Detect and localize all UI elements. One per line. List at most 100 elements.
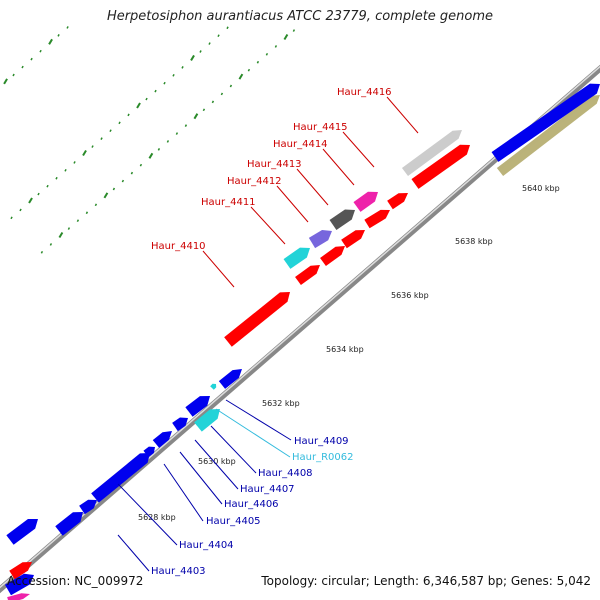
- gene-arrow: [224, 292, 290, 347]
- gene-feature: [5, 573, 34, 596]
- gene-feature: [496, 95, 600, 176]
- map-title: Herpetosiphon aurantiacus ATCC 23779, co…: [106, 9, 494, 24]
- minor-tick: [292, 29, 296, 32]
- gene-label: Haur_4413: [247, 159, 302, 170]
- gene-labels: Haur_4416 Haur_4415 Haur_4414 Haur_4413 Haur…: [117, 87, 419, 577]
- label-leader-line: [386, 96, 419, 134]
- gene-label: Haur_4408: [258, 468, 313, 479]
- scale-tick-label: 5640 kbp: [522, 184, 560, 193]
- gene-arrow: [194, 409, 220, 432]
- gene-label: Haur_4410: [151, 241, 206, 252]
- minor-tick: [37, 192, 40, 196]
- minor-tick: [40, 251, 44, 254]
- gene-feature: [387, 193, 408, 210]
- major-tick: [48, 38, 53, 45]
- gene-arrow: [6, 519, 39, 545]
- gene-feature: [172, 417, 188, 432]
- gene-arrow-shade: [6, 519, 31, 539]
- gene-feature: [364, 209, 390, 229]
- gene-feature: [353, 191, 378, 212]
- gene-feature: [218, 369, 242, 389]
- minor-tick: [172, 73, 175, 77]
- major-tick: [238, 73, 244, 80]
- gene-arrow: [91, 453, 150, 503]
- minor-tick: [91, 145, 94, 148]
- label-leader-line: [342, 131, 375, 168]
- gene-feature: [402, 130, 462, 176]
- gene-arrow-shade: [411, 144, 463, 183]
- minor-tick: [256, 60, 260, 64]
- label-leader-line: [179, 451, 223, 505]
- minor-tick: [109, 129, 112, 133]
- gene-arrow: [491, 83, 600, 162]
- major-tick: [58, 231, 64, 239]
- major-tick: [82, 149, 87, 156]
- minor-tick: [226, 26, 229, 30]
- gene-arrow: [329, 209, 355, 230]
- minor-tick: [57, 34, 60, 37]
- gene-arrow-shade: [295, 265, 313, 280]
- gene-feature: [283, 247, 310, 269]
- minor-tick: [49, 243, 53, 246]
- gene-feature: [194, 409, 220, 432]
- scale-tick-label: 5636 kbp: [391, 291, 429, 300]
- gene-label: Haur_4403: [151, 566, 206, 577]
- gene-arrow-shade: [194, 409, 213, 426]
- gene-arrow: [9, 562, 33, 580]
- minor-tick: [265, 53, 269, 56]
- gene-arrow: [55, 512, 83, 536]
- gene-arrow-shade: [91, 453, 143, 497]
- minor-tick: [247, 68, 251, 72]
- gene-arrow-shade: [308, 230, 325, 242]
- gene-label: Haur_4412: [227, 176, 282, 187]
- scale-tick-label: 5628 kbp: [138, 513, 176, 522]
- label-leader-line: [202, 250, 235, 288]
- major-tick: [103, 192, 109, 199]
- major-tick: [148, 152, 154, 159]
- gene-feature: [143, 446, 155, 458]
- gene-label: Haur_4404: [179, 540, 234, 551]
- gene-feature: [224, 292, 290, 347]
- gene-arrow: [185, 396, 210, 417]
- gene-arrow: [364, 209, 390, 229]
- gene-label: Haur_4414: [273, 139, 328, 150]
- gene-arrow-shade: [283, 247, 303, 263]
- gene-arrow: [283, 247, 310, 269]
- gene-feature: [7, 593, 30, 600]
- minor-tick: [211, 100, 215, 104]
- gene-arrow-shade: [143, 446, 151, 454]
- minor-tick: [139, 163, 143, 167]
- gene-label: Haur_4407: [240, 484, 295, 495]
- gene-arrow: [172, 417, 188, 432]
- major-tick: [3, 78, 8, 85]
- gene-feature: [295, 265, 320, 285]
- minor-tick: [229, 84, 233, 88]
- minor-tick: [217, 34, 220, 38]
- topology-info: Topology: circular; Length: 6,346,587 bp…: [261, 574, 591, 588]
- minor-tick: [76, 219, 80, 222]
- major-tick: [190, 54, 195, 61]
- gene-arrow: [353, 191, 378, 212]
- gene-arrow: [320, 246, 345, 266]
- minor-tick: [66, 26, 69, 29]
- major-tick: [283, 33, 289, 41]
- gene-arrow-shade: [224, 292, 283, 341]
- gene-arrow-shade: [9, 562, 25, 574]
- gene-arrow-shade: [7, 593, 22, 600]
- gene-feature: [411, 144, 470, 189]
- minor-tick: [94, 203, 98, 207]
- scale-tick-label: 5632 kbp: [262, 399, 300, 408]
- gene-feature: [491, 83, 600, 162]
- gene-arrow-shade: [496, 95, 593, 171]
- gene-feature: [210, 383, 217, 390]
- minor-tick: [64, 168, 67, 172]
- minor-tick: [67, 227, 71, 230]
- gene-feature: [320, 246, 345, 266]
- gene-arrow-shade: [210, 383, 214, 388]
- gene-arrow: [496, 95, 600, 176]
- gene-label: Haur_4409: [294, 436, 349, 447]
- minor-tick: [181, 66, 184, 69]
- gene-arrow: [7, 593, 30, 600]
